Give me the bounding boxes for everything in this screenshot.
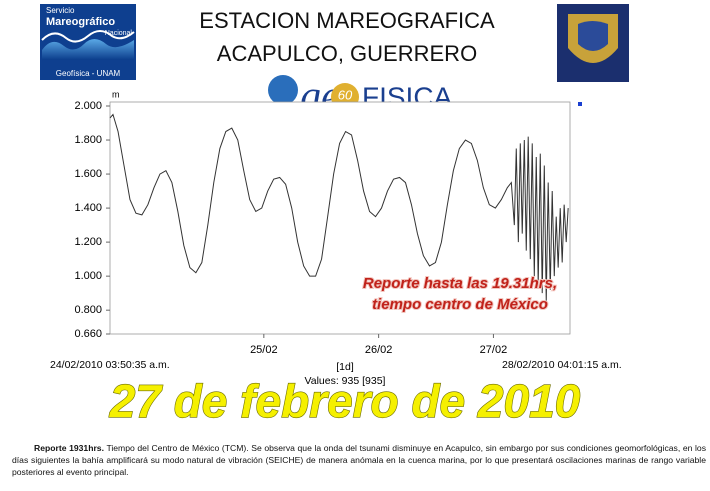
- logo-text: Geofísica - UNAM: [56, 69, 121, 78]
- marker: [578, 102, 582, 106]
- logo-text: Servicio: [46, 6, 75, 15]
- banner: 27 de febrero de 2010: [109, 375, 581, 427]
- caption: Reporte 1931hrs. Tiempo del Centro de Mé…: [12, 442, 706, 478]
- logo-wave-line: [41, 30, 135, 43]
- chart: Servicio Mareográfico Nacional Geofísica…: [40, 4, 629, 428]
- y-tick-label: 0.800: [74, 304, 102, 316]
- y-unit: m: [112, 89, 120, 99]
- caption-lead: Reporte 1931hrs.: [34, 443, 104, 453]
- annotation: tiempo centro de México: [372, 296, 548, 313]
- y-tick-label: 2.000: [74, 100, 102, 112]
- x-end-label: 28/02/2010 04:01:15 a.m.: [502, 359, 622, 371]
- logo-wave: [42, 39, 134, 60]
- y-tick-label: 1.000: [74, 270, 102, 282]
- globe: [268, 75, 298, 105]
- annotation: Reporte hasta las 19.31hrs,: [363, 275, 557, 292]
- x-tick-label: 26/02: [365, 344, 393, 356]
- y-tick-label: 1.800: [74, 134, 102, 146]
- chart-title: ESTACION MAREOGRAFICA: [199, 8, 495, 33]
- logo-text: Mareográfico: [46, 16, 115, 28]
- y-tick-label: 1.600: [74, 168, 102, 180]
- shield-inner: [578, 21, 608, 51]
- plot-area: [109, 101, 571, 335]
- logo-text: Nacional: [105, 30, 133, 37]
- y-tick-label: 0.660: [74, 328, 102, 340]
- y-tick-label: 1.400: [74, 202, 102, 214]
- x-tick-label: 25/02: [250, 344, 278, 356]
- caption-text: Tiempo del Centro de México (TCM). Se ob…: [12, 443, 706, 477]
- y-tick-label: 1.200: [74, 236, 102, 248]
- logo-num: 60: [338, 87, 353, 102]
- x-tick-label: 27/02: [480, 344, 508, 356]
- x-start-label: 24/02/2010 03:50:35 a.m.: [50, 359, 170, 371]
- interval-label: [1d]: [336, 361, 354, 373]
- count-label: Values: 935 [935]: [305, 375, 386, 387]
- chart-title: ACAPULCO, GUERRERO: [217, 41, 477, 66]
- tide-line: [109, 113, 569, 302]
